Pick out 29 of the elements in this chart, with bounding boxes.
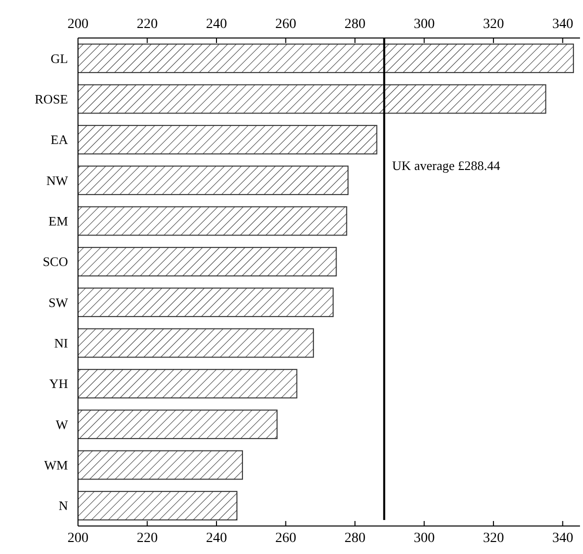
x-tick-label: 340 (552, 531, 574, 546)
y-tick-label: NW (46, 172, 69, 188)
x2-tick-label: 200 (68, 17, 88, 32)
x2-tick-label: 240 (206, 17, 227, 32)
x-tick-label: 320 (482, 531, 504, 546)
y-tick-label: NI (54, 336, 68, 350)
ref-line-label: UK average £288.44 (392, 158, 501, 173)
y-tick-label: ROSE (34, 92, 68, 106)
x-tick-label: 260 (275, 531, 296, 546)
y-tick-label: GL (50, 50, 68, 66)
x2-tick-label: 260 (275, 17, 296, 32)
x2-tick-label: 320 (482, 17, 504, 32)
y-tick-label: SW (48, 294, 69, 310)
y-tick-label: W (56, 416, 69, 432)
x-tick-label: 200 (68, 531, 88, 546)
x-tick-label: 220 (136, 531, 158, 546)
x2-tick-label: 340 (552, 17, 574, 32)
x-tick-label: 300 (414, 531, 435, 546)
y-tick-label: YH (49, 376, 68, 392)
x2-tick-label: 220 (136, 17, 158, 32)
y-tick-label: WM (44, 458, 68, 472)
x2-tick-label: 300 (414, 17, 435, 32)
y-tick-label: EM (48, 214, 68, 228)
y-tick-label: N (58, 498, 69, 514)
x-tick-label: 240 (206, 531, 227, 546)
x2-tick-label: 280 (344, 17, 366, 32)
y-tick-label: EA (50, 132, 69, 148)
y-tick-label: SCO (42, 254, 68, 270)
x-tick-label: 280 (344, 531, 366, 546)
